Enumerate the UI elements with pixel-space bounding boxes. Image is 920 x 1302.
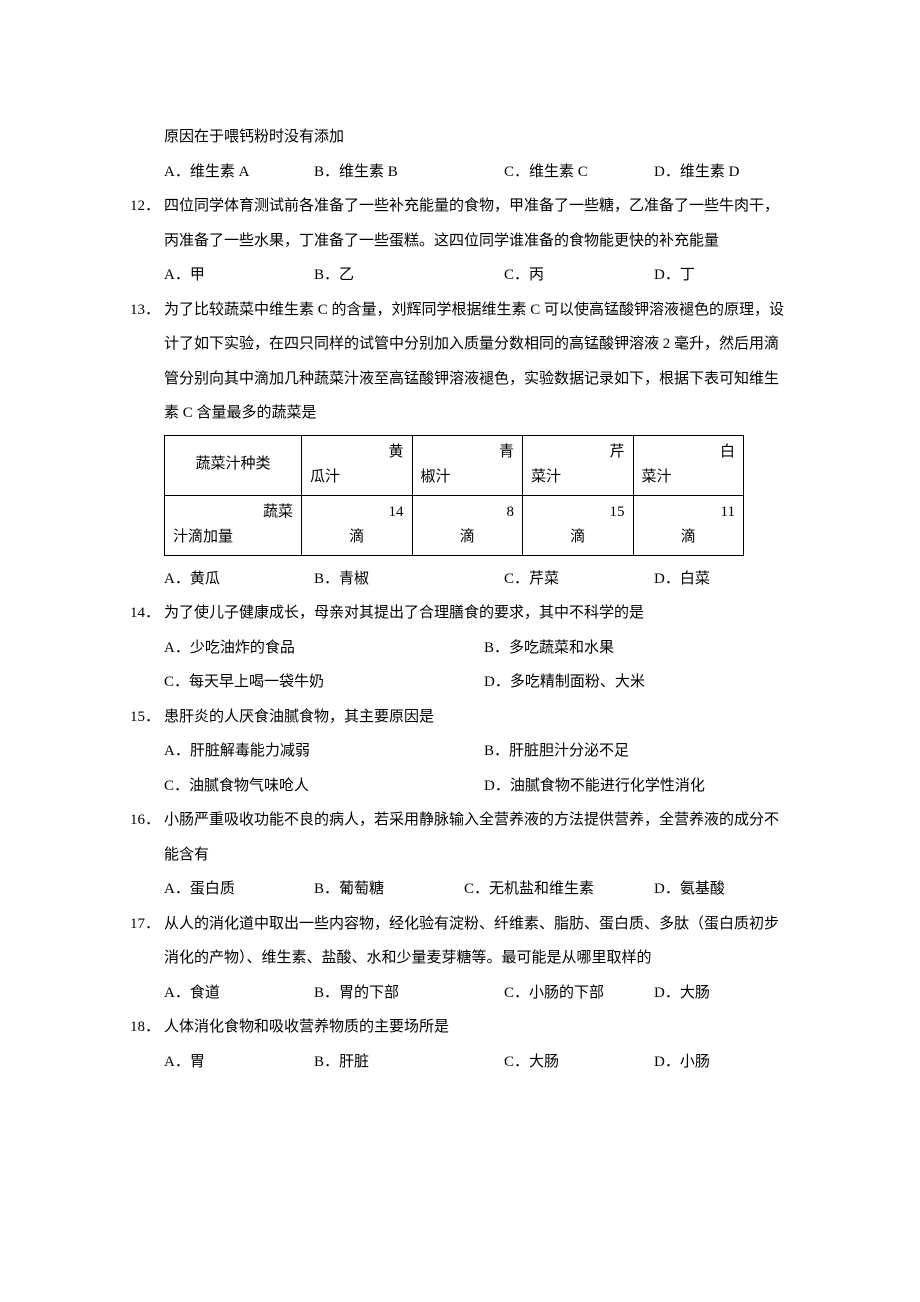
- q15-options-row1: A．肝脏解毒能力减弱 B．肝脏胆汁分泌不足: [130, 734, 790, 769]
- q13-opt-b: B．青椒: [314, 562, 504, 597]
- q14-options-row2: C．每天早上喝一袋牛奶 D．多吃精制面粉、大米: [130, 665, 790, 700]
- table-col-3: 芹 菜汁: [523, 435, 634, 495]
- q16-num: 16．: [130, 803, 164, 872]
- table-val-1: 14 滴: [302, 495, 413, 555]
- q15-options-row2: C．油腻食物气味呛人 D．油腻食物不能进行化学性消化: [130, 769, 790, 804]
- q14-opt-d: D．多吃精制面粉、大米: [484, 665, 790, 700]
- val3-num: 15: [531, 500, 625, 526]
- col1-top: 黄: [388, 444, 403, 460]
- q13-opt-d: D．白菜: [654, 562, 790, 597]
- q11-options: A．维生素 A B．维生素 B C．维生素 C D．维生素 D: [130, 155, 790, 190]
- q15-opt-c: C．油腻食物气味呛人: [164, 769, 484, 804]
- q12-opt-a: A．甲: [164, 258, 314, 293]
- table-val-3: 15 滴: [523, 495, 634, 555]
- q12-text: 四位同学体育测试前各准备了一些补充能量的食物，甲准备了一些糖，乙准备了一些牛肉干…: [164, 189, 790, 258]
- table-val-4: 11 滴: [633, 495, 744, 555]
- q18-opt-a: A．胃: [164, 1045, 314, 1080]
- q12-options: A．甲 B．乙 C．丙 D．丁: [130, 258, 790, 293]
- q11-opt-b: B．维生素 B: [314, 155, 504, 190]
- q18: 18． 人体消化食物和吸收营养物质的主要场所是: [130, 1010, 790, 1045]
- q17-options: A．食道 B．胃的下部 C．小肠的下部 D．大肠: [130, 976, 790, 1011]
- q17-num: 17．: [130, 907, 164, 976]
- q13-options: A．黄瓜 B．青椒 C．芹菜 D．白菜: [130, 562, 790, 597]
- q15-opt-d: D．油腻食物不能进行化学性消化: [484, 769, 790, 804]
- q15-opt-b: B．肝脏胆汁分泌不足: [484, 734, 790, 769]
- exam-page: 原因在于喂钙粉时没有添加 A．维生素 A B．维生素 B C．维生素 C D．维…: [0, 0, 920, 1302]
- q17-opt-c: C．小肠的下部: [504, 976, 654, 1011]
- q15: 15． 患肝炎的人厌食油腻食物，其主要原因是: [130, 700, 790, 735]
- val2-num: 8: [421, 500, 515, 526]
- table-header-label: 蔬菜汁种类: [165, 435, 302, 495]
- q17-text: 从人的消化道中取出一些内容物，经化验有淀粉、纤维素、脂肪、蛋白质、多肽（蛋白质初…: [164, 907, 790, 976]
- val4-unit: 滴: [642, 525, 736, 551]
- q11-continuation: 原因在于喂钙粉时没有添加: [130, 120, 790, 155]
- table-col-4: 白 菜汁: [633, 435, 744, 495]
- q16-opt-a: A．蛋白质: [164, 872, 314, 907]
- col2-bottom: 椒汁: [421, 465, 515, 491]
- col4-bottom: 菜汁: [642, 465, 736, 491]
- q11-opt-a: A．维生素 A: [164, 155, 314, 190]
- q13-opt-a: A．黄瓜: [164, 562, 314, 597]
- q16-text: 小肠严重吸收功能不良的病人，若采用静脉输入全营养液的方法提供营养，全营养液的成分…: [164, 803, 790, 872]
- q18-text: 人体消化食物和吸收营养物质的主要场所是: [164, 1010, 790, 1045]
- val2-unit: 滴: [421, 525, 515, 551]
- table-row-label: 蔬菜 汁滴加量: [165, 495, 302, 555]
- q13: 13． 为了比较蔬菜中维生素 C 的含量，刘辉同学根据维生素 C 可以使高锰酸钾…: [130, 293, 790, 431]
- q16-opt-d: D．氨基酸: [654, 872, 790, 907]
- q16-opt-c: C．无机盐和维生素: [464, 872, 654, 907]
- q12-opt-d: D．丁: [654, 258, 790, 293]
- q15-text: 患肝炎的人厌食油腻食物，其主要原因是: [164, 700, 790, 735]
- q18-num: 18．: [130, 1010, 164, 1045]
- col2-top: 青: [499, 444, 514, 460]
- col3-top: 芹: [609, 444, 624, 460]
- q15-opt-a: A．肝脏解毒能力减弱: [164, 734, 484, 769]
- q15-num: 15．: [130, 700, 164, 735]
- q14-num: 14．: [130, 596, 164, 631]
- q11-opt-c: C．维生素 C: [504, 155, 654, 190]
- q12-num: 12．: [130, 189, 164, 258]
- q14-options-row1: A．少吃油炸的食品 B．多吃蔬菜和水果: [130, 631, 790, 666]
- q17-opt-a: A．食道: [164, 976, 314, 1011]
- q14-opt-a: A．少吃油炸的食品: [164, 631, 484, 666]
- q14: 14． 为了使儿子健康成长，母亲对其提出了合理膳食的要求，其中不科学的是: [130, 596, 790, 631]
- row-label-top: 蔬菜: [173, 500, 293, 526]
- q18-opt-b: B．肝脏: [314, 1045, 504, 1080]
- table-col-1: 黄 瓜汁: [302, 435, 413, 495]
- q18-options: A．胃 B．肝脏 C．大肠 D．小肠: [130, 1045, 790, 1080]
- val1-unit: 滴: [310, 525, 404, 551]
- q14-opt-b: B．多吃蔬菜和水果: [484, 631, 790, 666]
- q13-opt-c: C．芹菜: [504, 562, 654, 597]
- q11-opt-d: D．维生素 D: [654, 155, 790, 190]
- val3-unit: 滴: [531, 525, 625, 551]
- q18-opt-d: D．小肠: [654, 1045, 790, 1080]
- q16: 16． 小肠严重吸收功能不良的病人，若采用静脉输入全营养液的方法提供营养，全营养…: [130, 803, 790, 872]
- col1-bottom: 瓜汁: [310, 465, 404, 491]
- table-val-2: 8 滴: [412, 495, 523, 555]
- q12: 12． 四位同学体育测试前各准备了一些补充能量的食物，甲准备了一些糖，乙准备了一…: [130, 189, 790, 258]
- col4-top: 白: [720, 444, 735, 460]
- q13-table: 蔬菜汁种类 黄 瓜汁 青 椒汁 芹 菜汁 白 菜汁 蔬菜 汁滴加量: [164, 435, 744, 556]
- q12-opt-b: B．乙: [314, 258, 504, 293]
- q14-text: 为了使儿子健康成长，母亲对其提出了合理膳食的要求，其中不科学的是: [164, 596, 790, 631]
- q17: 17． 从人的消化道中取出一些内容物，经化验有淀粉、纤维素、脂肪、蛋白质、多肽（…: [130, 907, 790, 976]
- q14-opt-c: C．每天早上喝一袋牛奶: [164, 665, 484, 700]
- q18-opt-c: C．大肠: [504, 1045, 654, 1080]
- val4-num: 11: [642, 500, 736, 526]
- q17-opt-d: D．大肠: [654, 976, 790, 1011]
- col3-bottom: 菜汁: [531, 465, 625, 491]
- q12-opt-c: C．丙: [504, 258, 654, 293]
- val1-num: 14: [310, 500, 404, 526]
- q16-options: A．蛋白质 B．葡萄糖 C．无机盐和维生素 D．氨基酸: [130, 872, 790, 907]
- q13-text: 为了比较蔬菜中维生素 C 的含量，刘辉同学根据维生素 C 可以使高锰酸钾溶液褪色…: [164, 293, 790, 431]
- q13-num: 13．: [130, 293, 164, 431]
- table-col-2: 青 椒汁: [412, 435, 523, 495]
- q16-opt-b: B．葡萄糖: [314, 872, 464, 907]
- q17-opt-b: B．胃的下部: [314, 976, 504, 1011]
- row-label-bottom: 汁滴加量: [173, 525, 293, 551]
